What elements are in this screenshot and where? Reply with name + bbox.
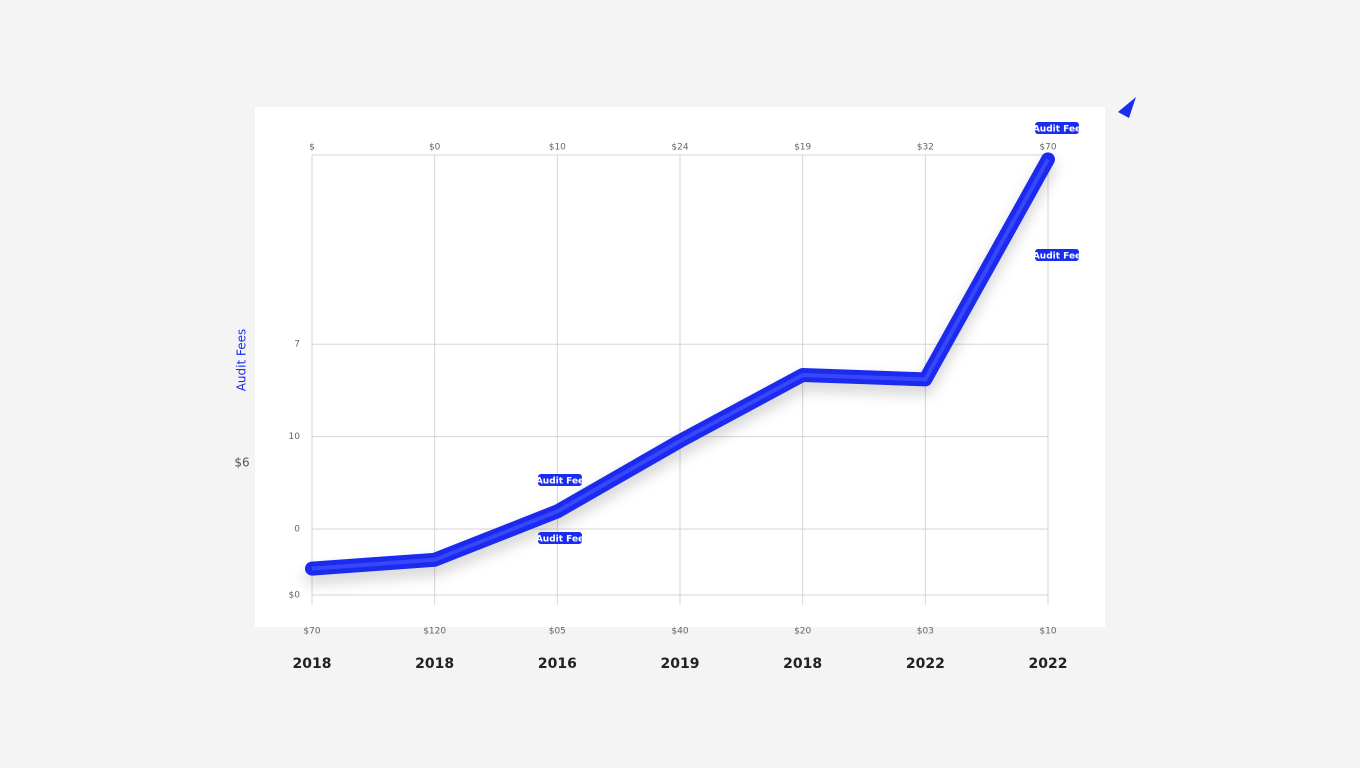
- x-tick-label: 2022: [906, 656, 945, 672]
- sub-label: $05: [549, 627, 566, 637]
- top-label: $70: [1039, 143, 1056, 153]
- x-tick-label: 2018: [293, 656, 332, 672]
- annotation: Audit Fee: [536, 477, 584, 487]
- annotation: Audit Fee: [536, 535, 584, 545]
- sub-label: $10: [1039, 627, 1056, 637]
- series-highlight: [311, 158, 1050, 571]
- x-tick-label: 2018: [783, 656, 822, 672]
- y-axis-note: $6: [234, 456, 249, 470]
- x-tick-label: 2019: [661, 656, 700, 672]
- annotation-box: [1035, 249, 1079, 261]
- top-label: $10: [549, 143, 566, 153]
- annotation-box: [538, 532, 582, 544]
- sub-label: $03: [917, 627, 934, 637]
- annotation-box: [538, 474, 582, 486]
- y-tick-label: 0: [294, 525, 300, 535]
- y-axis-title: Audit Fees: [235, 329, 249, 392]
- annotation-box: [1035, 122, 1079, 134]
- x-tick-label: 2022: [1029, 656, 1068, 672]
- y-tick-label: 7: [294, 340, 300, 350]
- sub-label: $20: [794, 627, 811, 637]
- top-label: $19: [794, 143, 811, 153]
- top-label: $: [309, 143, 315, 153]
- sub-label: $40: [671, 627, 688, 637]
- top-label: $0: [429, 143, 441, 153]
- sub-label: $70: [303, 627, 320, 637]
- x-tick-label: 2018: [415, 656, 454, 672]
- y-tick-label: 10: [289, 432, 301, 442]
- top-label: $32: [917, 143, 934, 153]
- arrow-head: [1118, 97, 1136, 118]
- top-label: $24: [671, 143, 688, 153]
- y-tick-label: $0: [289, 591, 301, 601]
- sub-label: $120: [423, 627, 446, 637]
- x-tick-label: 2016: [538, 656, 577, 672]
- annotation: Audit Fee: [1033, 125, 1081, 135]
- annotation: Audit Fee: [1033, 252, 1081, 262]
